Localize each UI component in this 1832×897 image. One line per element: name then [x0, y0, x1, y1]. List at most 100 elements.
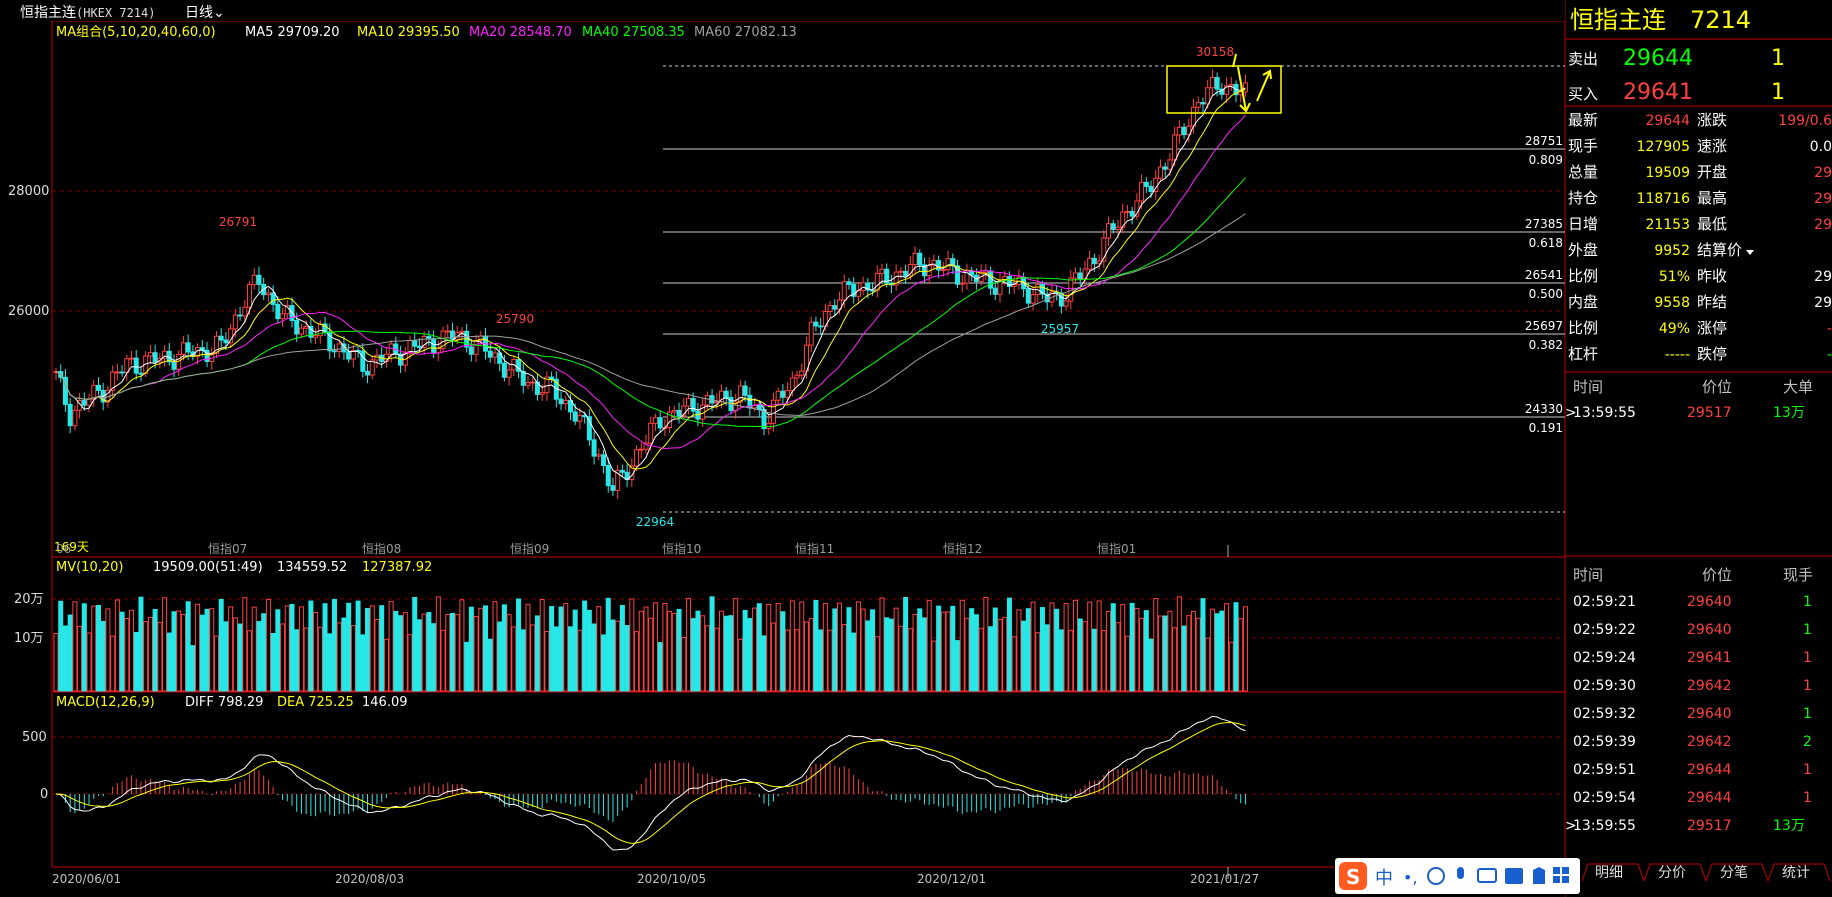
- candle-body: [72, 409, 78, 427]
- mv-label[interactable]: MV(10,20): [56, 560, 123, 575]
- macd-axis-label: 0: [40, 787, 48, 802]
- volume-bar: [851, 632, 857, 692]
- ime-keyboard-icon[interactable]: [1477, 868, 1497, 883]
- tick-table: 时间 价位 现手 02:59:21 29640 102:59:22 29640 102:…: [1565, 566, 1813, 834]
- volume-bar: [242, 597, 248, 692]
- ime-mode-label[interactable]: 中: [1375, 868, 1393, 889]
- volume-bar: [1025, 608, 1031, 692]
- volume-bar: [119, 611, 125, 692]
- candle-body: [280, 313, 286, 320]
- candle-body: [67, 403, 73, 427]
- volume-bar: [1068, 629, 1074, 692]
- volume-bar: [756, 603, 762, 692]
- volume-bar: [690, 618, 696, 692]
- ime-menu-icon[interactable]: [1553, 867, 1560, 874]
- candle-body: [1209, 77, 1215, 89]
- candle-body: [1186, 125, 1192, 136]
- volume-bar: [813, 599, 819, 692]
- dropdown-icon[interactable]: [1746, 250, 1754, 255]
- volume-bar: [445, 613, 451, 692]
- volume-bar: [1120, 604, 1126, 692]
- tab-detail[interactable]: 明细: [1581, 863, 1645, 882]
- volume-bar: [346, 602, 352, 692]
- volume-bar: [737, 638, 743, 692]
- ime-skin-icon[interactable]: [1533, 867, 1545, 884]
- chevron-down-icon: ⌄: [213, 5, 225, 21]
- volume-bar: [1153, 597, 1159, 692]
- ime-punct-icon[interactable]: •,: [1403, 868, 1418, 887]
- volume-bar: [1176, 596, 1182, 692]
- volume-bar: [412, 596, 418, 692]
- volume-bar: [1087, 601, 1093, 692]
- volume-bar: [605, 597, 611, 692]
- tab-ticks[interactable]: 分笔: [1705, 863, 1769, 882]
- volume-bar: [1002, 616, 1008, 692]
- row-marker-icon: >: [1565, 405, 1577, 421]
- candle-body: [681, 405, 687, 417]
- volume-bar: [369, 605, 375, 692]
- candle-body: [832, 305, 838, 310]
- candle-body: [1129, 210, 1135, 217]
- ime-toolbox-icon[interactable]: [1505, 868, 1523, 884]
- tick-vol: 1: [1803, 594, 1812, 610]
- volume-bar: [544, 630, 550, 692]
- candle-body: [440, 330, 446, 349]
- peak-label: 26791: [219, 215, 257, 229]
- ma-combo-label[interactable]: MA组合(5,10,20,40,60,0): [56, 25, 216, 40]
- volume-bar: [534, 615, 540, 692]
- volume-bar: [100, 620, 106, 692]
- candle-body: [520, 370, 526, 386]
- buy-label: 买入: [1568, 85, 1598, 103]
- volume-bar: [610, 619, 616, 692]
- volume-bar: [218, 598, 224, 692]
- candle-body: [129, 357, 135, 360]
- quote-field-label: 最新: [1568, 111, 1598, 129]
- volume-bar: [912, 613, 918, 692]
- candle-body: [350, 349, 356, 360]
- volume-bar: [289, 603, 295, 692]
- candle-body: [1006, 276, 1012, 287]
- quote-panel: 恒指主连 7214 卖出 29644 1 买入 29641 1 最新 29644 涨…: [1565, 0, 1832, 897]
- tab-price-dist[interactable]: 分价: [1643, 863, 1707, 882]
- macd-dea: DEA 725.25: [277, 695, 354, 710]
- candle-body: [638, 448, 644, 451]
- volume-bars: [53, 596, 1248, 692]
- volume-bar: [964, 617, 970, 692]
- candle-body: [232, 314, 238, 330]
- ime-toolbar[interactable]: S 中 •,: [1335, 858, 1580, 894]
- period-selector[interactable]: 日线⌄: [185, 2, 225, 22]
- quote-field-value: 29: [1814, 295, 1832, 311]
- tab-stats[interactable]: 统计: [1767, 863, 1831, 882]
- quote-code: 7214: [1690, 6, 1751, 34]
- volume-bar: [383, 638, 389, 692]
- quote-field-value: 118716: [1637, 191, 1691, 207]
- volume-bar: [431, 623, 437, 692]
- volume-bar: [643, 606, 649, 692]
- big-trades-table: 时间 价位 大单 > 13:59:55 29517 13万: [1565, 378, 1813, 421]
- month-label: 恒指01: [1097, 541, 1136, 556]
- candle-body: [138, 372, 144, 375]
- candle-body: [449, 330, 455, 340]
- quote-field-label: 持仓: [1568, 189, 1598, 207]
- volume-bar: [265, 598, 271, 692]
- highlight-box: [1166, 53, 1282, 114]
- kline-chart[interactable]: 28000 26000 20万 10万 500 0 MA组合(5,10,20,4…: [0, 21, 1565, 897]
- volume-bar: [832, 608, 838, 692]
- volume-bar: [959, 599, 965, 692]
- volume-bar: [1044, 624, 1050, 692]
- volume-bar: [884, 617, 890, 692]
- volume-bar: [648, 617, 654, 692]
- volume-bar: [789, 600, 795, 692]
- fib-ratio: 0.191: [1529, 421, 1563, 435]
- volume-bar: [827, 629, 833, 692]
- ime-mic-icon[interactable]: [1457, 867, 1464, 879]
- volume-bar: [1021, 620, 1027, 692]
- volume-bar: [124, 617, 130, 692]
- ma10-legend: MA10 29395.50: [357, 25, 460, 40]
- volume-bar: [539, 599, 545, 692]
- tab-price-dist-label: 分价: [1658, 865, 1686, 881]
- candle-body: [1143, 181, 1149, 187]
- ime-emoji-icon[interactable]: [1427, 867, 1445, 885]
- volume-bar: [615, 620, 621, 692]
- macd-label[interactable]: MACD(12,26,9): [56, 695, 155, 710]
